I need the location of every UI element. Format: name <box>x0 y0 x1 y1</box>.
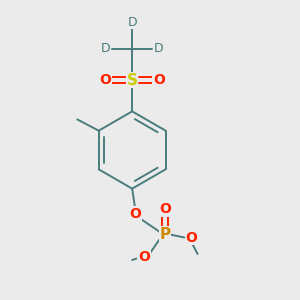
Text: D: D <box>154 42 164 56</box>
Text: D: D <box>101 42 110 56</box>
Text: O: O <box>186 231 197 245</box>
Text: O: O <box>129 207 141 221</box>
Text: D: D <box>128 16 137 29</box>
Text: O: O <box>153 73 165 87</box>
Text: O: O <box>138 250 150 264</box>
Text: S: S <box>127 73 138 88</box>
Text: O: O <box>159 202 171 216</box>
Text: P: P <box>159 227 170 242</box>
Text: O: O <box>100 73 111 87</box>
